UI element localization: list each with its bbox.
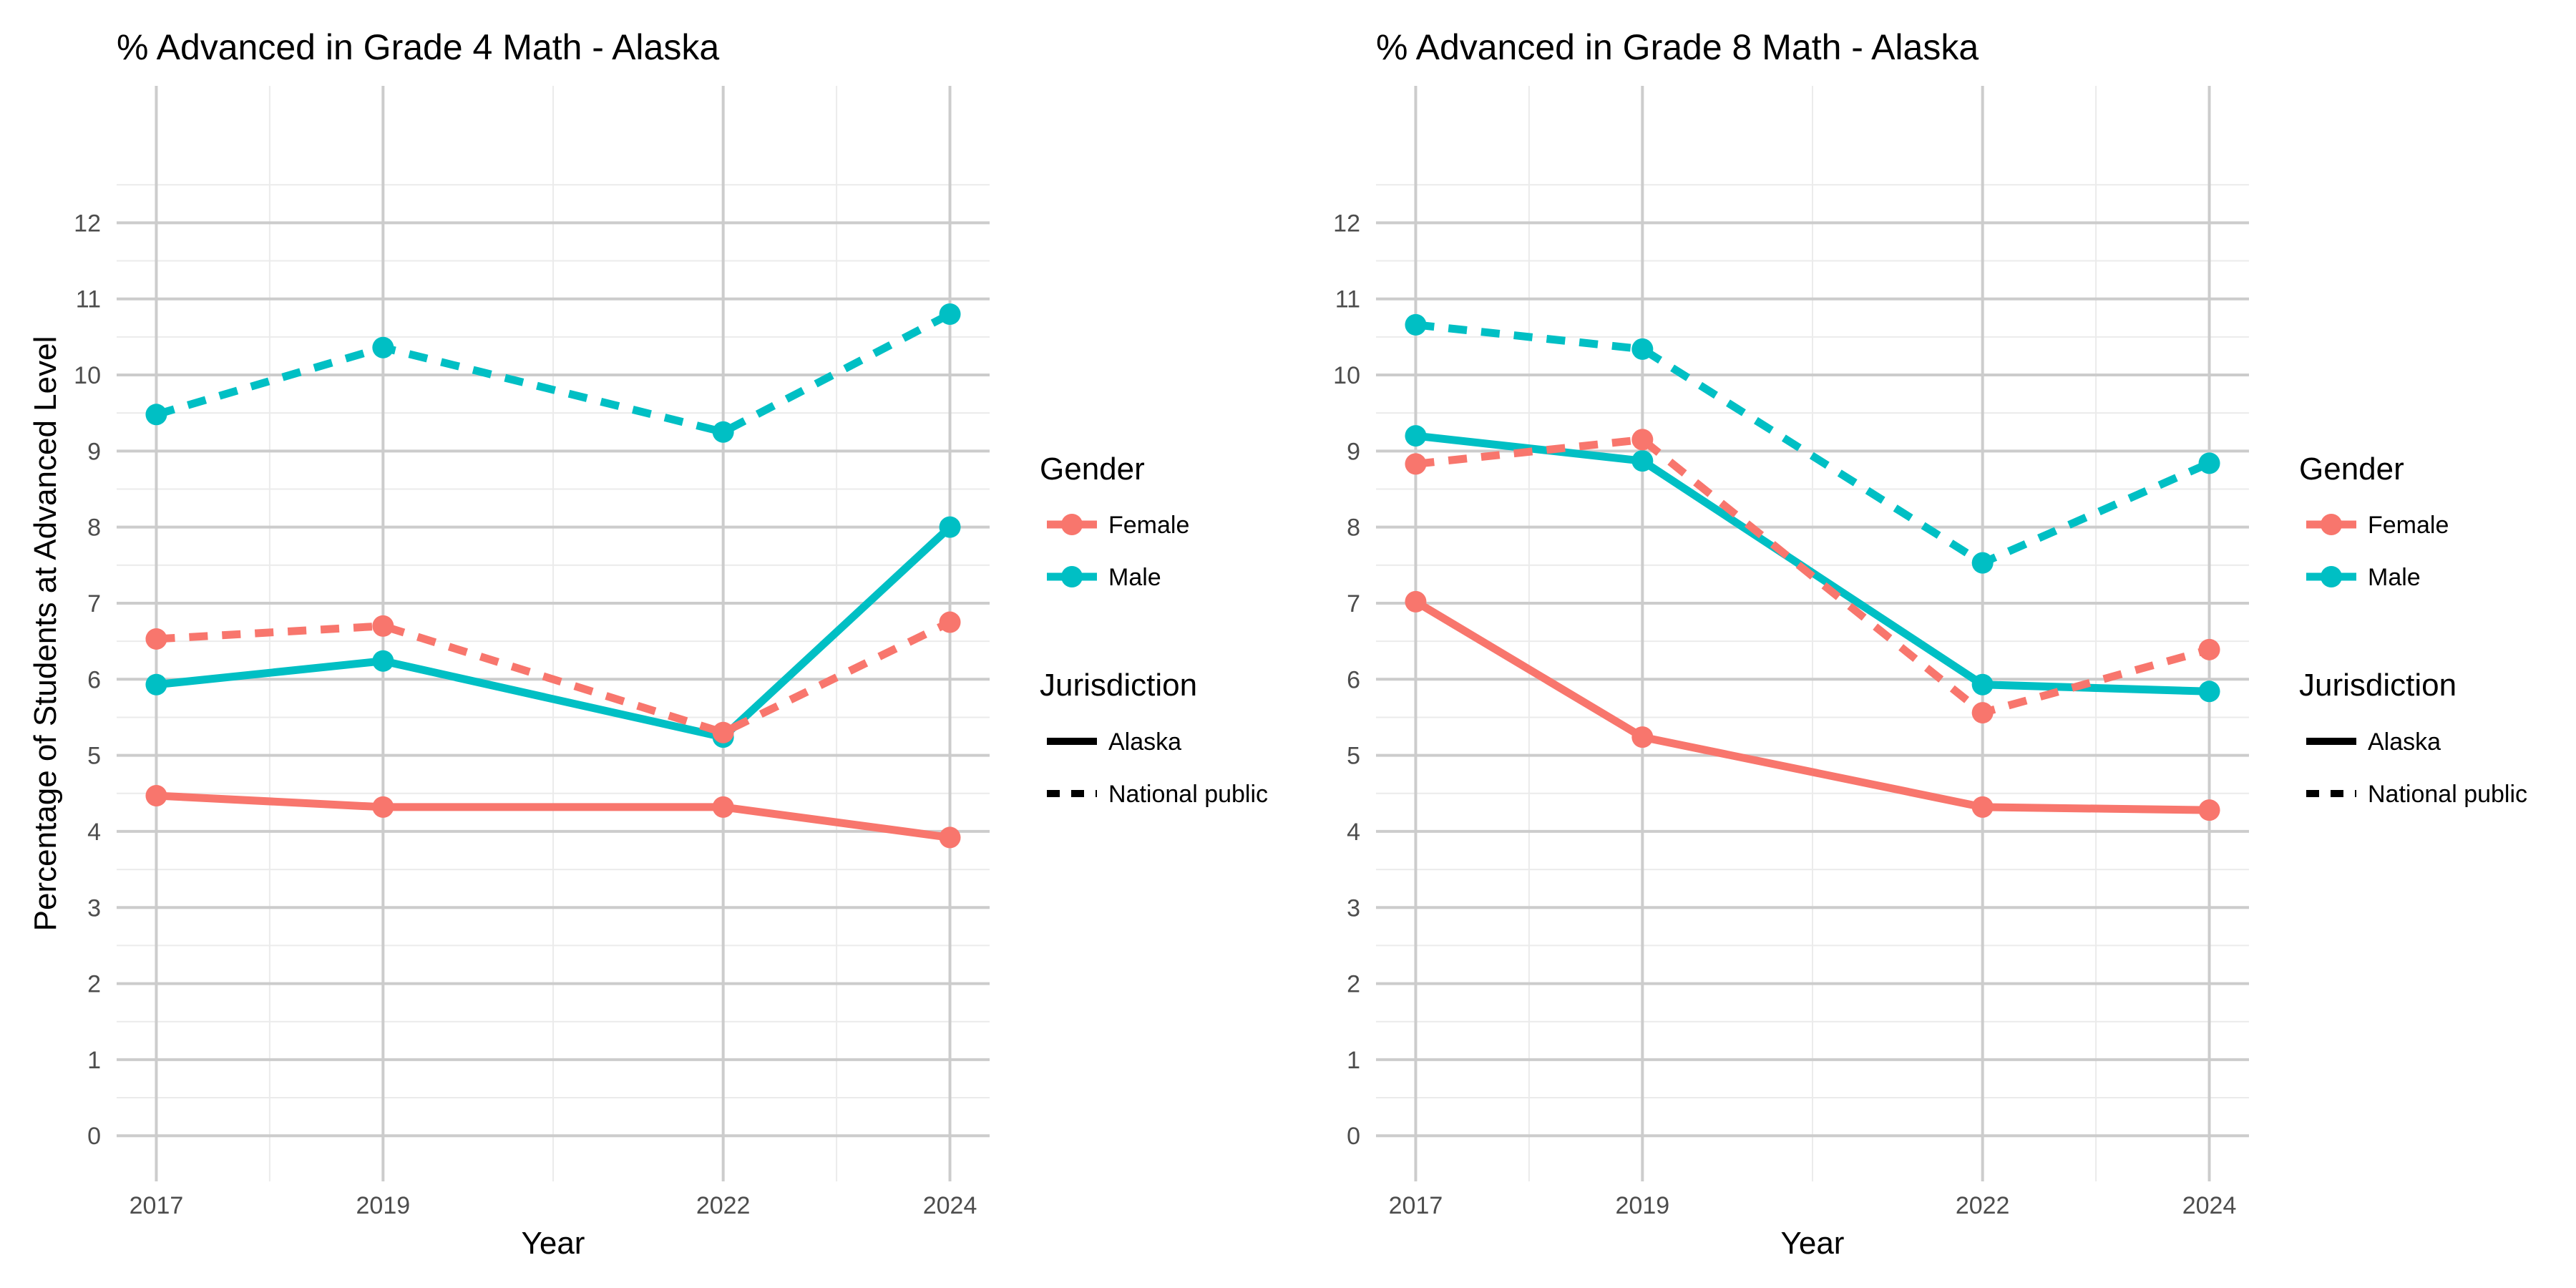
legend-label-gender: Female <box>1108 512 1189 539</box>
data-point-male-alaska <box>1405 425 1427 447</box>
y-tick-label: 3 <box>1347 894 1360 922</box>
series-line-male-national-public <box>1415 321 2211 567</box>
y-tick-label: 12 <box>74 210 101 237</box>
legend-key-point <box>1061 514 1083 535</box>
legend-label-jurisdiction: Alaska <box>1108 728 1181 756</box>
data-point-male-alaska <box>1631 450 1654 472</box>
y-tick-label: 9 <box>87 438 101 465</box>
data-point-male-national-public <box>939 303 961 325</box>
y-tick-label: 4 <box>87 819 101 846</box>
y-tick-label: 4 <box>1347 819 1360 846</box>
x-tick-label: 2017 <box>130 1192 184 1219</box>
legend-key-point <box>2321 514 2342 535</box>
data-point-female-national-public <box>1631 429 1654 451</box>
grade4-legend: Gender Female Male Jurisdiction Alaska Nation… <box>1040 452 1268 808</box>
y-tick-label: 1 <box>87 1047 101 1074</box>
series-line-female-alaska <box>1411 597 2214 814</box>
data-point-female-alaska <box>1971 796 1994 818</box>
data-point-female-alaska <box>712 796 734 818</box>
data-point-female-national-public <box>939 611 961 633</box>
y-tick-label: 7 <box>87 590 101 618</box>
series-line-female-national-public <box>1415 435 2211 717</box>
data-point-female-alaska <box>2198 799 2220 821</box>
data-point-male-alaska <box>1971 673 1994 696</box>
data-point-male-national-public <box>372 336 394 358</box>
legend-label-gender: Male <box>2368 564 2421 591</box>
data-point-male-national-public <box>712 421 734 443</box>
series-line-male-national-public <box>155 311 952 436</box>
y-tick-label: 8 <box>87 514 101 542</box>
data-point-male-national-public <box>1971 552 1994 574</box>
y-tick-label: 11 <box>1335 286 1360 313</box>
data-point-male-national-public <box>145 404 167 426</box>
data-point-female-national-public <box>712 721 734 743</box>
data-point-female-national-public <box>145 628 167 650</box>
x-tick-label: 2022 <box>696 1192 751 1219</box>
x-tick-label: 2017 <box>1389 1192 1443 1219</box>
series-line-female-national-public <box>156 618 952 737</box>
y-tick-label: 1 <box>1347 1047 1360 1074</box>
data-point-female-national-public <box>2198 638 2220 660</box>
x-tick-label: 2022 <box>1956 1192 2010 1219</box>
legend-title-jurisdiction: Jurisdiction <box>2299 668 2457 703</box>
y-tick-label: 2 <box>87 971 101 998</box>
data-point-male-alaska <box>372 650 394 672</box>
data-point-female-alaska <box>1405 590 1427 613</box>
legend-title-gender: Gender <box>2299 452 2404 487</box>
y-tick-label: 12 <box>1333 210 1360 237</box>
data-point-female-alaska <box>145 784 167 806</box>
data-point-female-alaska <box>1631 726 1654 748</box>
legend-key-point <box>2321 566 2342 587</box>
y-tick-label: 5 <box>1347 743 1360 770</box>
y-tick-label: 2 <box>1347 971 1360 998</box>
legend-label-jurisdiction: Alaska <box>2368 728 2441 756</box>
y-tick-label: 6 <box>1347 666 1360 693</box>
data-point-male-alaska <box>2198 680 2220 703</box>
x-tick-label: 2019 <box>356 1192 411 1219</box>
data-point-female-national-public <box>372 615 394 637</box>
y-tick-label: 9 <box>1347 438 1360 465</box>
legend-key-point <box>1061 566 1083 587</box>
y-tick-label: 0 <box>1347 1123 1360 1150</box>
x-axis-title: Year <box>522 1226 585 1261</box>
legend-label-jurisdiction: National public <box>2368 781 2527 808</box>
x-tick-label: 2019 <box>1616 1192 1670 1219</box>
y-tick-label: 7 <box>1347 590 1360 618</box>
data-point-female-alaska <box>939 826 961 849</box>
y-tick-label: 6 <box>87 666 101 693</box>
legend-label-gender: Male <box>1108 564 1161 591</box>
y-tick-label: 11 <box>76 286 101 313</box>
data-point-female-alaska <box>372 796 394 818</box>
series-line-male-alaska <box>152 523 955 741</box>
data-point-female-national-public <box>1405 453 1427 475</box>
data-point-male-national-public <box>1405 313 1427 336</box>
y-tick-label: 10 <box>1333 362 1360 389</box>
data-point-male-alaska <box>145 673 167 696</box>
y-axis-title: Percentage of Students at Advanced Level <box>28 336 63 932</box>
x-axis-title: Year <box>1781 1226 1845 1261</box>
data-point-male-national-public <box>2198 452 2220 474</box>
data-point-male-alaska <box>939 516 961 538</box>
grade8-legend: Gender Female Male Jurisdiction Alaska Nation… <box>2299 452 2527 808</box>
legend-title-jurisdiction: Jurisdiction <box>1040 668 1197 703</box>
x-tick-label: 2024 <box>923 1192 977 1219</box>
chart-title: % Advanced in Grade 8 Math - Alaska <box>1376 27 1979 67</box>
y-tick-label: 0 <box>87 1123 101 1150</box>
series-line-female-alaska <box>152 791 955 841</box>
y-tick-label: 5 <box>87 743 101 770</box>
y-tick-label: 10 <box>74 362 101 389</box>
legend-label-gender: Female <box>2368 512 2449 539</box>
x-tick-label: 2024 <box>2182 1192 2237 1219</box>
y-tick-label: 3 <box>87 894 101 922</box>
data-point-female-national-public <box>1971 702 1994 724</box>
legend-title-gender: Gender <box>1040 452 1145 487</box>
legend-label-jurisdiction: National public <box>1108 781 1268 808</box>
data-point-male-national-public <box>1631 338 1654 360</box>
y-tick-label: 8 <box>1347 514 1360 542</box>
chart-title: % Advanced in Grade 4 Math - Alaska <box>117 27 719 67</box>
